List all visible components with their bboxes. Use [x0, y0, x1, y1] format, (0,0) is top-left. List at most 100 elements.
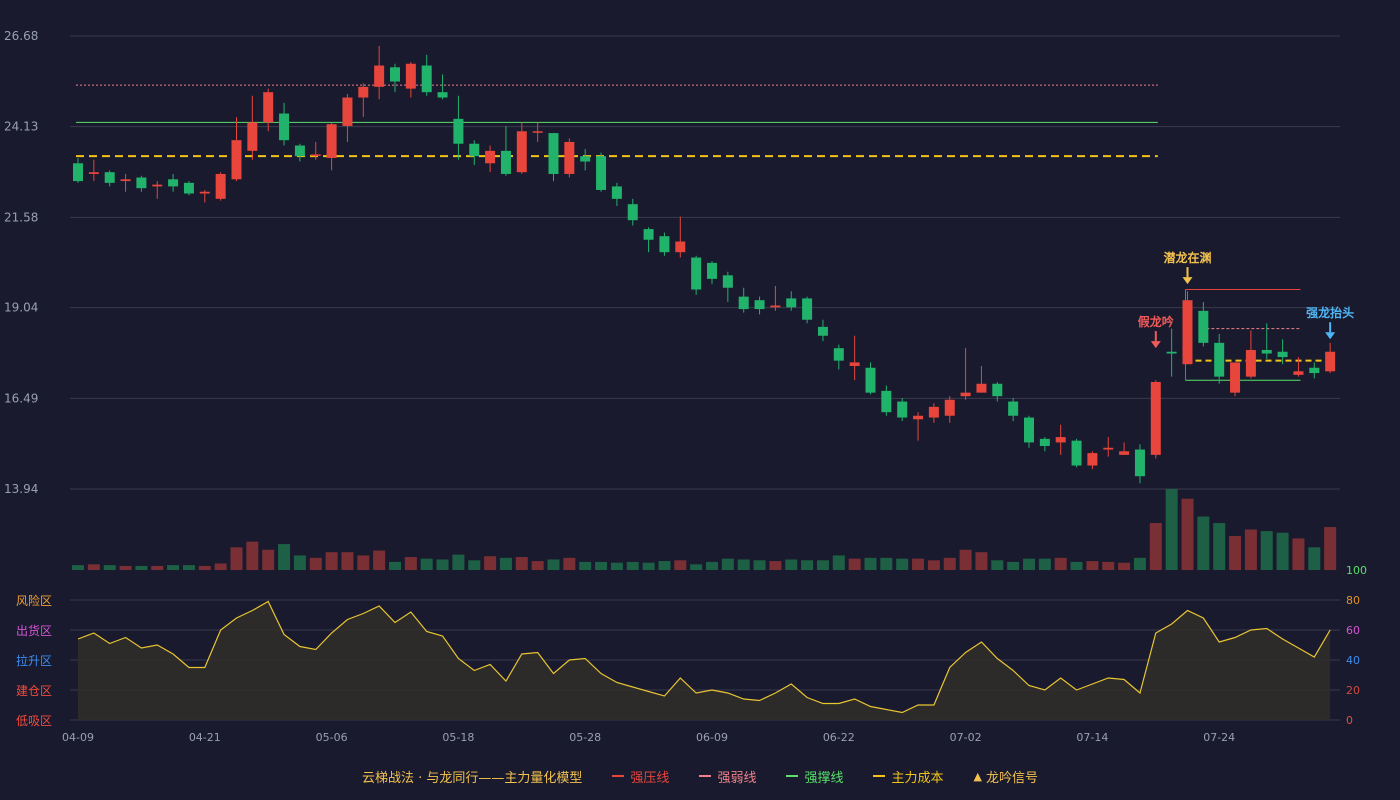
candle-body [643, 229, 654, 240]
volume-bar [1070, 561, 1083, 570]
volume-bar [1324, 527, 1337, 570]
volume-bar [309, 557, 322, 570]
candle-body [786, 298, 797, 308]
candle-body [992, 383, 1003, 397]
volume-bar [1229, 535, 1242, 570]
candle-body [532, 131, 543, 133]
x-tick-label: 07-24 [1203, 731, 1235, 744]
volume-bar [389, 561, 401, 570]
candle-body [627, 204, 638, 221]
legend-label: 强撑线 [804, 770, 844, 786]
candle-body [183, 182, 194, 194]
x-tick-label: 05-18 [442, 731, 474, 744]
candle-body [1134, 449, 1145, 477]
volume-bar [975, 552, 988, 570]
osc-zone-label: 风险区 [16, 593, 52, 608]
volume-bar [737, 559, 750, 570]
candle-body [437, 92, 448, 98]
candle-body [136, 177, 147, 189]
volume-bar [515, 557, 528, 570]
volume-bar [436, 559, 449, 570]
candle-body [1182, 300, 1193, 365]
legend-main-cost: 主力成本 [873, 767, 943, 786]
volume-bar [357, 555, 370, 570]
candle-body [960, 392, 971, 397]
volume-bar [341, 552, 354, 570]
candle-body [1119, 451, 1130, 455]
candle-body [120, 179, 131, 182]
volume-bar [880, 557, 893, 570]
signal-arrow-head [1325, 332, 1336, 340]
legend-label: 龙吟信号 [985, 770, 1038, 786]
candle-body [263, 92, 274, 123]
oscillator-area [78, 601, 1331, 720]
osc-tick-label: 0 [1346, 714, 1353, 727]
candle-body [580, 156, 591, 162]
volume-bar [151, 565, 164, 570]
axes-layer: 26.68 24.13 21.58 19.04 16.49 13.94 80 风险区 60 出货区… [4, 29, 1367, 744]
volume-bar [262, 549, 275, 570]
x-tick-label: 04-21 [189, 731, 221, 744]
candle-body [1325, 351, 1336, 372]
volume-bar [1197, 516, 1210, 570]
volume-bar [832, 555, 845, 570]
volume-bar [1118, 562, 1131, 570]
candle-body [231, 140, 242, 180]
volume-bar [1276, 532, 1289, 570]
volume-bar [214, 563, 227, 570]
candle-body [199, 191, 210, 194]
volume-bar [1213, 523, 1226, 570]
volume-bar [230, 547, 243, 570]
candle-body [897, 401, 908, 418]
candle-body [342, 97, 353, 126]
candle-body [722, 275, 733, 288]
volume-bar [404, 557, 417, 570]
candle-body [1024, 417, 1034, 443]
candle-body [279, 113, 290, 141]
volume-bar [642, 562, 655, 570]
candle-body [247, 122, 258, 151]
volume-bar [531, 561, 544, 570]
volume-bar [595, 561, 608, 570]
oscillator-line [77, 600, 1331, 714]
osc-zone-label: 低吸区 [16, 714, 52, 728]
volume-bar [452, 554, 465, 570]
osc-tick-label: 20 [1346, 684, 1360, 697]
candle-body [928, 406, 939, 418]
candle-body [1071, 440, 1082, 466]
volume-bar [610, 562, 623, 570]
volume-bar [1023, 558, 1035, 570]
volume-bar [943, 557, 956, 570]
volume-bar [658, 561, 671, 570]
legend-swatch [612, 775, 625, 777]
candle-body [516, 131, 527, 173]
volume-bar [103, 565, 116, 570]
legend-label: 强压线 [630, 770, 670, 786]
price-tick-label: 13.94 [4, 482, 38, 496]
candle-body [168, 179, 179, 187]
volume-bar [484, 556, 497, 570]
candle-body [485, 150, 496, 164]
volume-bar [896, 558, 909, 570]
candle-body [865, 367, 876, 393]
candle-body [1008, 401, 1019, 416]
volume-bar [373, 550, 386, 570]
legend-swatch [699, 775, 712, 777]
osc-tick-label: 60 [1346, 624, 1360, 637]
candle-body [849, 362, 860, 366]
candle-body [358, 86, 369, 98]
candle-body [1293, 371, 1304, 375]
volume-bar [499, 557, 512, 570]
candle-body [659, 236, 670, 253]
volume-layer [72, 489, 1337, 570]
candle-body [152, 184, 163, 187]
volume-bar [864, 557, 877, 570]
volume-bar [1260, 531, 1273, 570]
x-tick-label: 07-14 [1076, 731, 1108, 744]
volume-bar [769, 561, 782, 570]
candle-body [1039, 438, 1050, 446]
candle-body [976, 383, 987, 393]
candle-body [1261, 349, 1272, 354]
